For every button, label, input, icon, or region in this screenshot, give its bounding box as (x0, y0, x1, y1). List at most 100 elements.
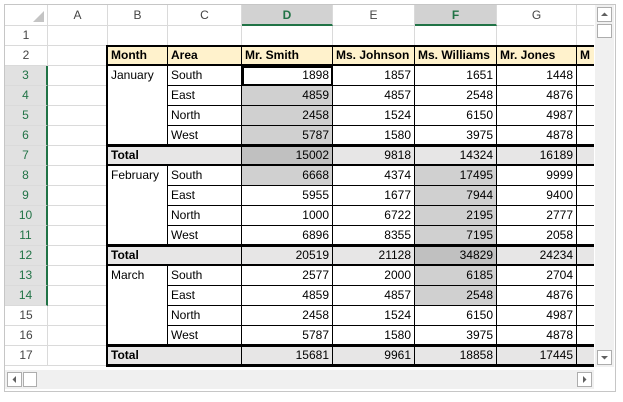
value-cell[interactable]: 16189 (497, 146, 577, 166)
value-cell[interactable]: 4878 (497, 326, 577, 346)
cell[interactable] (48, 206, 108, 226)
value-cell[interactable]: 1857 (333, 66, 415, 86)
area-cell[interactable]: East (168, 186, 242, 206)
cell[interactable] (108, 26, 168, 46)
value-cell[interactable]: 4859 (242, 286, 333, 306)
select-all[interactable] (32, 10, 46, 24)
value-cell[interactable]: 6722 (333, 206, 415, 226)
table-header[interactable]: M (577, 46, 594, 66)
cell[interactable] (168, 26, 242, 46)
value-cell[interactable]: 2704 (497, 266, 577, 286)
row-header[interactable]: 5 (5, 106, 48, 126)
horizontal-scrollbar[interactable] (5, 370, 594, 389)
value-cell[interactable]: 2577 (242, 266, 333, 286)
cell[interactable] (333, 26, 415, 46)
value-cell[interactable]: 8355 (333, 226, 415, 246)
value-cell[interactable]: 6896 (242, 226, 333, 246)
value-cell[interactable]: 3975 (415, 126, 497, 146)
value-cell[interactable]: 1651 (415, 66, 497, 86)
value-cell[interactable]: 5955 (242, 186, 333, 206)
row-header[interactable]: 16 (5, 326, 48, 346)
value-cell[interactable]: 6150 (415, 106, 497, 126)
value-cell[interactable]: 2458 (242, 106, 333, 126)
cell[interactable] (242, 26, 333, 46)
value-cell[interactable]: 6668 (242, 166, 333, 186)
value-cell[interactable]: 4857 (333, 286, 415, 306)
table-header[interactable]: Ms. Johnson (333, 46, 415, 66)
cell[interactable] (577, 326, 594, 346)
area-cell[interactable]: South (168, 166, 242, 186)
cell[interactable] (48, 286, 108, 306)
cell[interactable] (577, 346, 594, 366)
cell[interactable] (48, 306, 108, 326)
table-header[interactable]: Mr. Jones (497, 46, 577, 66)
value-cell[interactable]: 17495 (415, 166, 497, 186)
value-cell[interactable]: 6150 (415, 306, 497, 326)
value-cell[interactable]: 2777 (497, 206, 577, 226)
cell[interactable] (48, 146, 108, 166)
value-cell[interactable]: 2458 (242, 306, 333, 326)
value-cell[interactable]: 4859 (242, 86, 333, 106)
value-cell[interactable]: 2548 (415, 86, 497, 106)
value-cell[interactable]: 1677 (333, 186, 415, 206)
value-cell[interactable]: 18858 (415, 346, 497, 366)
cell[interactable] (497, 26, 577, 46)
value-cell[interactable]: 1448 (497, 66, 577, 86)
column-header[interactable]: C (168, 5, 242, 26)
cell[interactable] (48, 26, 108, 46)
total-label[interactable]: Total (108, 246, 242, 266)
value-cell[interactable]: 4987 (497, 306, 577, 326)
table-header[interactable]: Area (168, 46, 242, 66)
cell[interactable] (577, 306, 594, 326)
cell[interactable] (48, 106, 108, 126)
value-cell[interactable]: 4876 (497, 86, 577, 106)
column-header[interactable]: A (48, 5, 108, 26)
cell[interactable] (48, 246, 108, 266)
area-cell[interactable]: South (168, 266, 242, 286)
cell[interactable] (577, 26, 594, 46)
row-header[interactable]: 17 (5, 346, 48, 366)
cell[interactable] (577, 186, 594, 206)
total-label[interactable]: Total (108, 146, 242, 166)
value-cell[interactable]: 4878 (497, 126, 577, 146)
value-cell[interactable]: 1524 (333, 106, 415, 126)
value-cell[interactable]: 14324 (415, 146, 497, 166)
cell[interactable] (577, 146, 594, 166)
area-cell[interactable]: East (168, 86, 242, 106)
scroll-right-button[interactable] (577, 372, 592, 387)
value-cell[interactable]: 1580 (333, 326, 415, 346)
column-header[interactable]: F (415, 5, 497, 26)
scroll-thumb[interactable] (23, 372, 37, 387)
cell[interactable] (48, 226, 108, 246)
cell[interactable] (48, 346, 108, 366)
row-header[interactable]: 4 (5, 86, 48, 106)
value-cell[interactable]: 9961 (333, 346, 415, 366)
row-header[interactable]: 2 (5, 46, 48, 66)
value-cell[interactable]: 9400 (497, 186, 577, 206)
value-cell[interactable]: 15002 (242, 146, 333, 166)
area-cell[interactable]: South (168, 66, 242, 86)
row-header[interactable]: 3 (5, 66, 48, 86)
value-cell[interactable]: 2000 (333, 266, 415, 286)
cell[interactable] (577, 166, 594, 186)
value-cell[interactable]: 1898 (242, 66, 333, 86)
scroll-thumb[interactable] (597, 24, 612, 38)
row-header[interactable]: 15 (5, 306, 48, 326)
cell[interactable] (577, 106, 594, 126)
value-cell[interactable]: 24234 (497, 246, 577, 266)
cell[interactable] (48, 46, 108, 66)
row-header[interactable]: 7 (5, 146, 48, 166)
value-cell[interactable]: 2548 (415, 286, 497, 306)
cell[interactable] (48, 86, 108, 106)
month-cell[interactable]: January (108, 66, 168, 146)
cell[interactable] (577, 86, 594, 106)
cell[interactable] (577, 246, 594, 266)
scroll-left-button[interactable] (7, 372, 22, 387)
month-cell[interactable]: February (108, 166, 168, 246)
vertical-scrollbar[interactable] (595, 5, 614, 367)
value-cell[interactable]: 3975 (415, 326, 497, 346)
row-header[interactable]: 1 (5, 26, 48, 46)
row-header[interactable]: 6 (5, 126, 48, 146)
cell[interactable] (577, 266, 594, 286)
value-cell[interactable]: 5787 (242, 326, 333, 346)
